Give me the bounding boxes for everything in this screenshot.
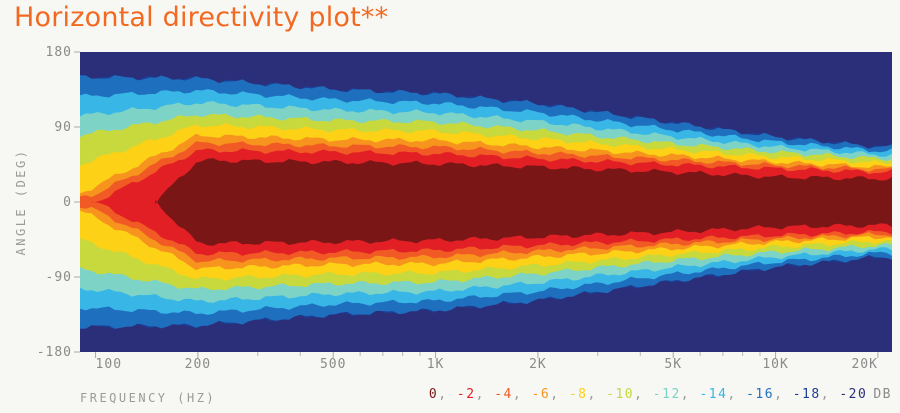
y-axis-label: ANGLE (DEG) <box>14 149 28 256</box>
x-axis-label: FREQUENCY (HZ) <box>80 391 216 405</box>
legend-separator: , <box>438 387 457 402</box>
y-tick-label: 180 <box>46 45 72 60</box>
legend-entry: -6 <box>531 387 551 402</box>
legend-separator: , <box>680 387 700 402</box>
x-tick-label: 1K <box>427 357 445 372</box>
chart-title: Horizontal directivity plot** <box>14 2 389 33</box>
legend-separator: , <box>550 387 569 402</box>
y-axis-ticks: 180 90 0 -90 -180 <box>37 45 80 360</box>
y-tick-label: -180 <box>37 345 72 360</box>
legend-entry: -2 <box>456 387 476 402</box>
legend-separator: , <box>634 387 653 402</box>
y-tick-label: -90 <box>46 270 72 285</box>
legend-separator: , <box>475 387 495 402</box>
legend-separator: , <box>727 387 747 402</box>
heatmap-plot-area <box>80 52 892 352</box>
color-legend: 0, -2, -4, -6, -8, -10, -12, -14, -16, -… <box>429 387 892 402</box>
legend-separator: , <box>512 387 532 402</box>
legend-entry: -8 <box>568 387 588 402</box>
legend-entry: -12 <box>652 387 681 402</box>
x-axis-ticks: 100 200 500 1K 2K 5K 10K 20K <box>95 352 879 372</box>
x-tick-label: 2K <box>529 357 547 372</box>
legend-entry: -20 <box>839 387 868 402</box>
x-tick-label: 200 <box>185 357 211 372</box>
x-tick-label: 500 <box>320 357 346 372</box>
legend-entry: -4 <box>494 387 513 402</box>
legend-separator: , <box>820 387 840 402</box>
legend-entry: -14 <box>699 387 728 402</box>
legend-entry: -16 <box>746 387 775 402</box>
x-tick-label: 5K <box>664 357 682 372</box>
legend-separator: , <box>774 387 793 402</box>
x-tick-label: 20K <box>851 357 877 372</box>
legend-entry: -10 <box>606 387 635 402</box>
y-tick-label: 90 <box>54 120 72 135</box>
legend-separator: , <box>587 387 607 402</box>
y-tick-label: 0 <box>63 195 72 210</box>
legend-entry: -18 <box>792 387 821 402</box>
legend-entry: 0 <box>428 387 439 402</box>
x-tick-label: 100 <box>96 357 122 372</box>
x-tick-label: 10K <box>762 357 788 372</box>
legend-unit: DB <box>873 387 892 402</box>
contour-band-0 <box>155 158 892 246</box>
